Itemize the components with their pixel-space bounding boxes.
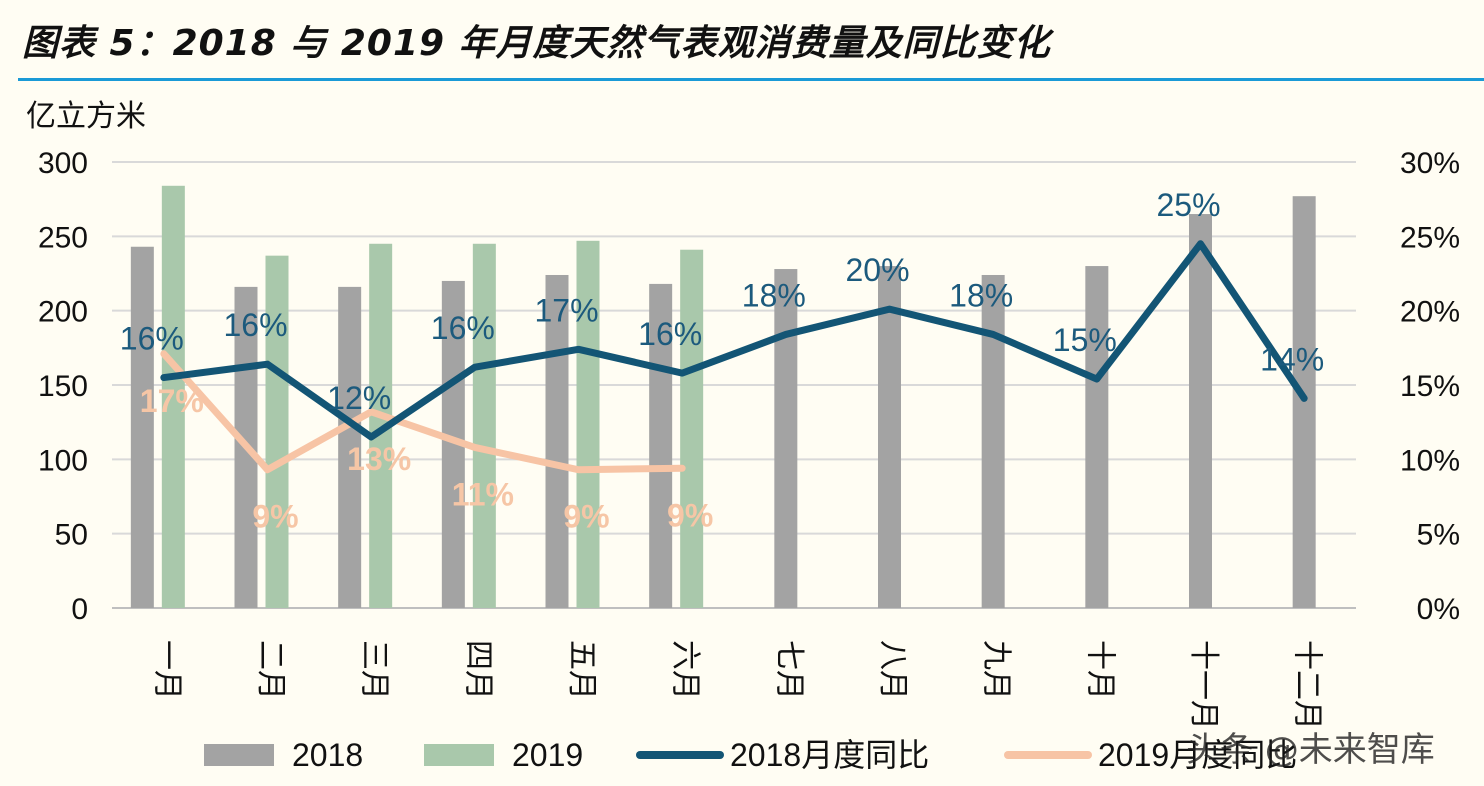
- data-label-2019: 11%: [452, 476, 514, 512]
- lines: [160, 240, 1308, 474]
- bar-2019: [161, 185, 185, 608]
- left-tick-label: 300: [38, 147, 88, 180]
- right-tick-label: 30%: [1400, 147, 1460, 180]
- data-label-2019: 17%: [140, 383, 204, 419]
- bar-2018: [441, 280, 465, 608]
- right-tick-label: 0%: [1417, 593, 1460, 626]
- data-label-2018: 15%: [1053, 322, 1117, 358]
- bar-2018: [878, 266, 901, 608]
- data-label-2018: 25%: [1156, 187, 1220, 223]
- right-tick-label: 15%: [1400, 370, 1460, 403]
- chart-title: 图表 5：2018 与 2019 年月度天然气表观消费量及同比变化: [22, 23, 1051, 64]
- gridlines: [112, 161, 1356, 609]
- category-label: 十月: [1082, 640, 1117, 700]
- right-tick-label: 5%: [1417, 519, 1460, 552]
- legend: 2018 2019 2018月度同比 2019月度同比: [204, 737, 1297, 773]
- category-label: 九月: [979, 640, 1014, 700]
- data-label-2018: 16%: [431, 310, 495, 346]
- data-label-2018: 16%: [638, 316, 702, 352]
- category-label: 六月: [668, 640, 703, 700]
- legend-label-2019-yoy: 2019月度同比: [1098, 737, 1297, 773]
- category-label: 七月: [771, 640, 806, 700]
- line-2018-yoy: [160, 240, 1308, 441]
- data-label-2018: 17%: [534, 292, 598, 328]
- category-label: 三月: [357, 640, 392, 700]
- bar-2019: [369, 243, 393, 608]
- data-label-2019: 9%: [252, 499, 298, 535]
- data-label-2018: 18%: [742, 277, 806, 313]
- legend-swatch-2018: [204, 744, 274, 766]
- left-tick-label: 50: [55, 519, 88, 552]
- bar-2018: [981, 274, 1005, 608]
- bar-2019: [265, 255, 289, 608]
- bar-2019: [680, 249, 704, 609]
- category-label: 四月: [460, 640, 495, 700]
- bar-2018: [1189, 214, 1212, 609]
- right-tick-label: 10%: [1400, 444, 1460, 477]
- left-tick-label: 100: [38, 444, 88, 477]
- data-label-2018: 12%: [327, 380, 391, 416]
- watermark: 头条 @未来智库: [1186, 730, 1435, 770]
- y-axis-unit: 亿立方米: [26, 99, 146, 134]
- bar-2018: [774, 269, 798, 608]
- data-label-2019: 13%: [347, 441, 411, 477]
- data-label-2018: 16%: [120, 321, 184, 357]
- data-label-2018: 20%: [845, 252, 909, 288]
- line-2019-yoy: [160, 350, 686, 474]
- legend-label-2018: 2018: [292, 737, 363, 773]
- data-label-2018: 14%: [1260, 341, 1324, 377]
- category-label: 八月: [875, 640, 910, 700]
- data-label-2019: 9%: [563, 499, 609, 535]
- title-bar: 图表 5：2018 与 2019 年月度天然气表观消费量及同比变化: [0, 0, 1484, 81]
- bar-2018: [338, 286, 362, 608]
- bar-2018: [1292, 196, 1316, 608]
- left-tick-label: 250: [38, 221, 88, 254]
- left-tick-label: 0: [71, 593, 88, 626]
- legend-label-2018-yoy: 2018月度同比: [730, 737, 929, 773]
- category-label: 一月: [149, 640, 184, 700]
- right-tick-label: 20%: [1400, 296, 1460, 329]
- legend-label-2019: 2019: [512, 737, 583, 773]
- bar-2018: [130, 246, 154, 609]
- data-label-2019: 9%: [667, 497, 713, 533]
- axes: 0 50 100 150 200 250 300 0% 5% 10% 15% 20% 25% 30% 亿立方…: [26, 99, 1460, 730]
- data-label-2018: 18%: [949, 277, 1013, 313]
- legend-swatch-2019: [424, 744, 494, 766]
- left-tick-label: 200: [38, 296, 88, 329]
- left-tick-label: 150: [38, 370, 88, 403]
- category-label: 十二月: [1290, 640, 1325, 730]
- bar-2018: [1085, 266, 1109, 608]
- category-label: 五月: [564, 640, 599, 700]
- bar-2018: [545, 274, 569, 608]
- title-rule: [18, 78, 1484, 81]
- bar-2019: [576, 240, 600, 608]
- data-label-2018: 16%: [223, 307, 287, 343]
- right-tick-label: 25%: [1400, 221, 1460, 254]
- category-label: 二月: [253, 640, 288, 700]
- bar-2019: [472, 243, 496, 608]
- category-label: 十一月: [1186, 640, 1221, 730]
- data-labels: 16% 16% 12% 16% 17% 16% 18% 20% 18% 15% 25% 14% 17% 9…: [120, 187, 1324, 535]
